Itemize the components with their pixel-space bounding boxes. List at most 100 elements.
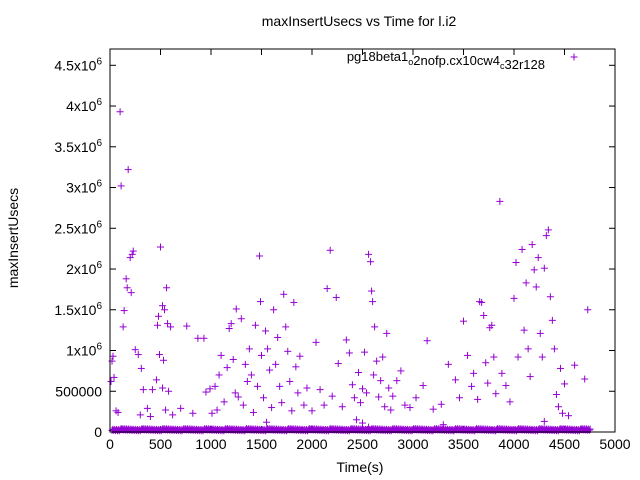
x-tick-label: 3500 (448, 436, 479, 452)
data-point (294, 389, 302, 397)
x-tick-label: 2000 (296, 436, 327, 452)
data-point (286, 377, 294, 385)
data-point (348, 381, 356, 389)
data-point (120, 307, 128, 315)
data-point (194, 334, 202, 342)
data-point (208, 409, 216, 417)
data-point (540, 417, 548, 425)
data-point (484, 379, 492, 387)
data-point (397, 367, 405, 375)
data-point (532, 283, 540, 291)
data-point (524, 345, 532, 353)
data-point (552, 391, 560, 399)
data-point (114, 408, 122, 416)
data-point (342, 336, 350, 344)
data-point (406, 404, 414, 412)
data-point (183, 322, 191, 330)
data-point (502, 382, 510, 390)
data-point (558, 409, 566, 417)
data-point (389, 392, 397, 400)
data-point (157, 243, 164, 251)
data-point (213, 406, 221, 414)
data-point (444, 360, 452, 368)
data-point (251, 321, 259, 329)
data-point (243, 377, 251, 385)
data-point (274, 333, 282, 341)
x-tick-label: 0 (106, 436, 114, 452)
x-tick-label: 4000 (498, 436, 529, 452)
data-point (155, 351, 163, 359)
data-point (247, 371, 255, 379)
data-point (460, 317, 467, 325)
data-point (528, 241, 536, 249)
data-point (510, 294, 518, 302)
data-point (356, 399, 364, 407)
x-axis-label: Time(s) (337, 459, 384, 475)
data-point (538, 353, 546, 361)
data-point (518, 245, 526, 253)
data-point (369, 298, 377, 306)
x-tick-label: 500 (149, 436, 173, 452)
data-point (534, 254, 542, 262)
data-point (159, 384, 167, 392)
y-tick-label: 3.5x106 (54, 138, 102, 155)
data-point (316, 386, 324, 394)
data-point (300, 401, 308, 409)
data-point (320, 401, 328, 409)
data-point (164, 320, 172, 328)
data-point (565, 412, 573, 420)
data-point (303, 384, 311, 392)
data-point (119, 323, 127, 331)
data-point (262, 327, 270, 335)
data-point (530, 266, 538, 274)
data-point (367, 258, 375, 266)
x-tick-label: 3000 (397, 436, 428, 452)
data-point (554, 403, 562, 411)
data-point (482, 359, 490, 367)
data-point (536, 329, 544, 337)
data-point (350, 394, 358, 402)
data-point (492, 390, 500, 398)
data-point (359, 419, 366, 427)
data-point (229, 355, 237, 363)
data-point (126, 254, 134, 262)
x-tick-label: 1500 (246, 436, 277, 452)
y-tick-label: 4.5x106 (54, 56, 102, 73)
data-point (520, 326, 528, 334)
x-tick-label: 4500 (549, 436, 580, 452)
data-point (401, 401, 409, 409)
data-point (496, 197, 504, 205)
data-point (290, 298, 298, 306)
chart-title: maxInsertUsecs vs Time for l.i2 (262, 13, 457, 29)
data-point (268, 404, 276, 412)
legend-marker (570, 53, 578, 61)
data-point (437, 400, 445, 408)
legend-series-label: pg18beta1o2nofp.cx10cw4c32r128 (347, 49, 545, 72)
data-point (117, 182, 125, 190)
data-point (163, 284, 171, 292)
data-point (241, 360, 249, 368)
data-point (363, 389, 371, 397)
data-point (107, 377, 115, 385)
data-point (263, 418, 271, 426)
x-axis: 0 500 1000 1500 2000 2500 3000 3500 4000 4500 5000 (106, 49, 631, 452)
data-point (167, 323, 175, 331)
data-point (393, 377, 401, 385)
y-tick-label: 3x106 (66, 179, 102, 196)
data-point (332, 294, 340, 302)
data-point (375, 393, 383, 401)
data-point (338, 403, 346, 411)
y-tick-label: 0 (94, 424, 102, 440)
data-point (239, 401, 247, 409)
data-point (506, 398, 514, 406)
data-point (131, 346, 139, 354)
data-point (361, 348, 369, 356)
data-point (266, 366, 274, 374)
data-point (258, 351, 265, 359)
data-point (381, 403, 389, 411)
data-point (412, 394, 420, 402)
data-point (122, 275, 130, 283)
data-point (202, 388, 210, 396)
data-point (161, 306, 169, 314)
data-point (455, 394, 463, 402)
